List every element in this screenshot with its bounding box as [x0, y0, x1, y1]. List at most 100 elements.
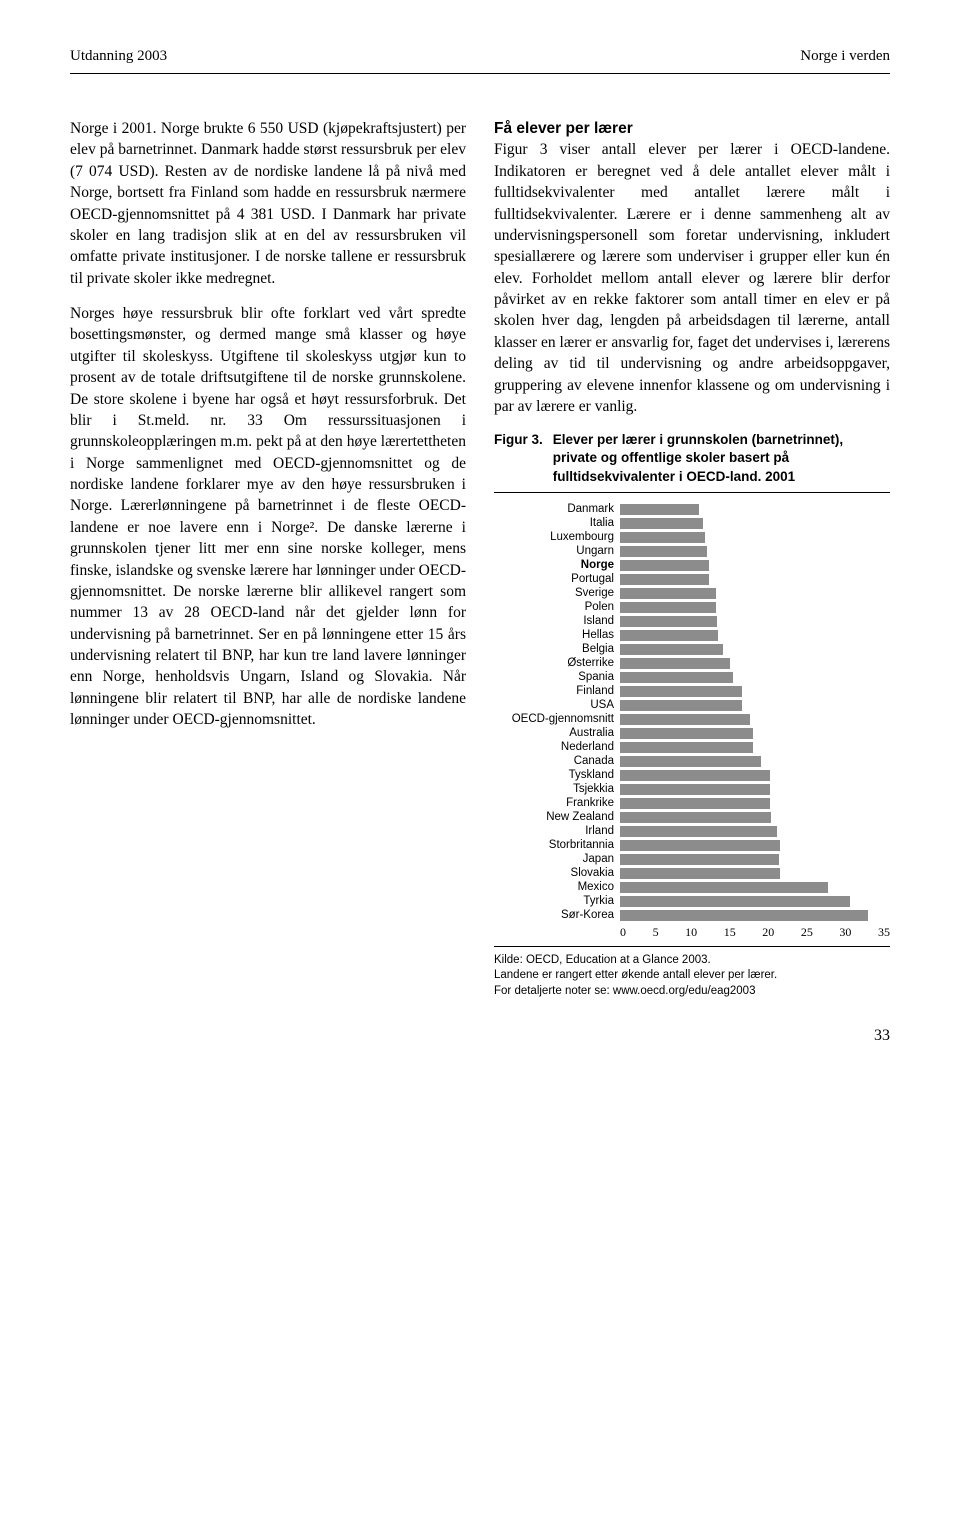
chart-category-label: Irland: [494, 826, 620, 838]
chart-category-label: Canada: [494, 756, 620, 768]
bar-area: [620, 518, 890, 529]
bar-area: [620, 854, 890, 865]
chart-category-label: Frankrike: [494, 798, 620, 810]
right-para-1-text: Figur 3 viser antall elever per lærer i …: [494, 141, 890, 415]
bar-chart: DanmarkItaliaLuxembourgUngarnNorgePortug…: [494, 503, 890, 923]
chart-category-label: Mexico: [494, 882, 620, 894]
figure-caption: Figur 3. Elever per lærer i grunnskolen …: [494, 431, 890, 486]
x-tick: 30: [839, 925, 851, 940]
bar: [620, 518, 703, 529]
section-head: Få elever per lærer: [494, 120, 633, 137]
left-column: Norge i 2001. Norge brukte 6 550 USD (kj…: [70, 118, 466, 999]
header-rule: [70, 73, 890, 74]
chart-row: Tyrkia: [494, 895, 890, 909]
bar: [620, 798, 770, 809]
figure-title: Elever per lærer i grunnskolen (barnetri…: [553, 431, 890, 486]
bar-area: [620, 784, 890, 795]
bar-area: [620, 882, 890, 893]
bar: [620, 784, 770, 795]
source-line: Kilde: OECD, Education at a Glance 2003.: [494, 953, 890, 969]
bar-area: [620, 742, 890, 753]
bar: [620, 560, 709, 571]
header-left: Utdanning 2003: [70, 48, 167, 65]
bar: [620, 532, 705, 543]
bar-area: [620, 504, 890, 515]
bar: [620, 700, 742, 711]
chart-category-label: Australia: [494, 728, 620, 740]
chart-row: Luxembourg: [494, 531, 890, 545]
bar-area: [620, 644, 890, 655]
chart-row: Mexico: [494, 881, 890, 895]
chart-row: Spania: [494, 671, 890, 685]
right-para-1: Få elever per lærer Figur 3 viser antall…: [494, 118, 890, 417]
chart-category-label: Japan: [494, 854, 620, 866]
chart-row: Frankrike: [494, 797, 890, 811]
bar-area: [620, 546, 890, 557]
bar: [620, 812, 771, 823]
bar: [620, 504, 699, 515]
bar: [620, 854, 779, 865]
chart-row: Sør-Korea: [494, 909, 890, 923]
x-axis: 05101520253035: [494, 925, 890, 940]
bar: [620, 910, 868, 921]
chart-category-label: Hellas: [494, 630, 620, 642]
bar-area: [620, 910, 890, 921]
bar: [620, 686, 742, 697]
chart-category-label: USA: [494, 700, 620, 712]
left-para-2: Norges høye ressursbruk blir ofte forkla…: [70, 303, 466, 731]
chart-row: New Zealand: [494, 811, 890, 825]
chart-category-label: Belgia: [494, 644, 620, 656]
chart-category-label: Portugal: [494, 574, 620, 586]
bar: [620, 742, 753, 753]
x-tick: 35: [878, 925, 890, 940]
bar: [620, 574, 709, 585]
bar: [620, 896, 850, 907]
bar-area: [620, 574, 890, 585]
bar-area: [620, 588, 890, 599]
figure-label: Figur 3.: [494, 431, 543, 486]
bar: [620, 728, 753, 739]
bar: [620, 672, 733, 683]
chart-category-label: New Zealand: [494, 812, 620, 824]
chart-row: USA: [494, 699, 890, 713]
bar: [620, 546, 707, 557]
x-tick: 0: [620, 925, 626, 940]
chart-category-label: Finland: [494, 686, 620, 698]
chart-category-label: Island: [494, 616, 620, 628]
chart-category-label: Østerrike: [494, 658, 620, 670]
bar-area: [620, 602, 890, 613]
chart-category-label: Ungarn: [494, 546, 620, 558]
bar-area: [620, 728, 890, 739]
chart-category-label: OECD-gjennomsnitt: [494, 714, 620, 726]
page-number: 33: [70, 1027, 890, 1045]
chart-row: Italia: [494, 517, 890, 531]
chart-row: Østerrike: [494, 657, 890, 671]
bar: [620, 714, 750, 725]
x-tick: 20: [762, 925, 774, 940]
chart-row: Tsjekkia: [494, 783, 890, 797]
chart-frame: DanmarkItaliaLuxembourgUngarnNorgePortug…: [494, 492, 890, 947]
bar: [620, 756, 761, 767]
chart-row: Storbritannia: [494, 839, 890, 853]
bar: [620, 588, 716, 599]
bar-area: [620, 616, 890, 627]
chart-category-label: Polen: [494, 602, 620, 614]
chart-row: Slovakia: [494, 867, 890, 881]
chart-category-label: Nederland: [494, 742, 620, 754]
bar-area: [620, 658, 890, 669]
bar-area: [620, 686, 890, 697]
chart-row: OECD-gjennomsnitt: [494, 713, 890, 727]
chart-category-label: Sør-Korea: [494, 910, 620, 922]
chart-category-label: Tyrkia: [494, 896, 620, 908]
bar: [620, 644, 723, 655]
chart-row: Island: [494, 615, 890, 629]
chart-source: Kilde: OECD, Education at a Glance 2003.…: [494, 953, 890, 1000]
bar: [620, 840, 780, 851]
bar-area: [620, 840, 890, 851]
chart-row: Sverige: [494, 587, 890, 601]
bar: [620, 770, 770, 781]
bar: [620, 602, 716, 613]
chart-category-label: Italia: [494, 518, 620, 530]
x-tick: 10: [685, 925, 697, 940]
bar: [620, 658, 730, 669]
